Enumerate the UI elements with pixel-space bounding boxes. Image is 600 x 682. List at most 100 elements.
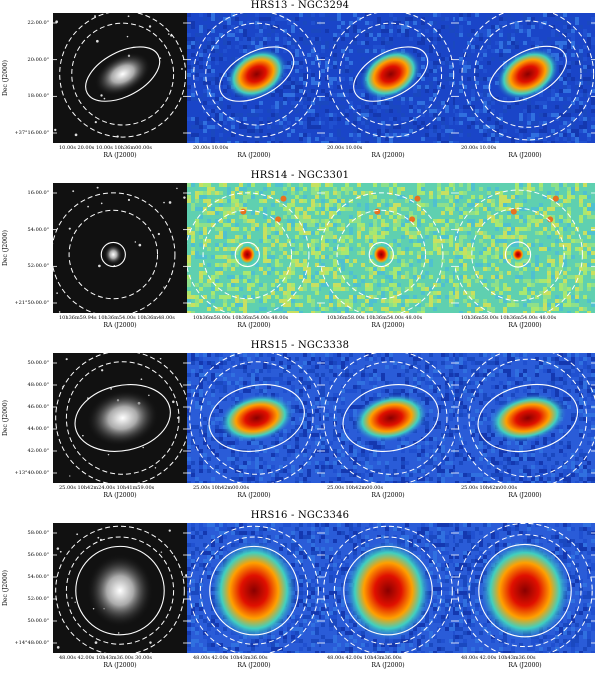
sky-annulus-inner: [474, 20, 582, 128]
sky-annulus-inner: [336, 209, 427, 300]
y-tick-label: +37°16:00.0": [14, 130, 49, 136]
sky-annulus-outer: [55, 525, 185, 653]
star-mark: [94, 121, 97, 124]
row-title: HRS14 - NGC3301: [250, 170, 350, 181]
sfr-map-panel: [455, 183, 595, 313]
row-title: HRS16 - NGC3346: [250, 510, 350, 521]
sky-annulus-outer: [53, 192, 176, 313]
source-mark: [280, 195, 287, 202]
y-tick-label: 42:00.0": [27, 448, 49, 454]
photometry-aperture: [100, 241, 126, 268]
sky-annulus-outer: [187, 192, 310, 313]
x-tick-labels: 48.00s 42.00s 10h43m36.00s 30.00s: [59, 655, 152, 661]
y-tick-label: 16:00.0": [27, 190, 49, 196]
photometry-aperture: [353, 46, 429, 102]
sky-annulus-inner: [339, 22, 443, 126]
optical-image-panel: [53, 13, 187, 143]
y-tick-label: 46:00.0": [27, 404, 49, 410]
photometry-aperture: [478, 543, 572, 638]
x-tick-labels: 25.00s 10h42m00.00s: [193, 485, 250, 491]
source-mark: [240, 208, 247, 215]
x-axis-label: RA (J2000): [237, 662, 271, 669]
optical-image-panel: [53, 183, 187, 313]
star-mark: [69, 475, 71, 477]
star-mark: [149, 641, 152, 644]
sfr-map-panel: [455, 523, 595, 653]
x-tick-labels: 10h36m58.00s 10h36m54.00s 48.00s: [461, 315, 557, 321]
star-mark: [72, 190, 75, 193]
star-mark: [59, 550, 62, 553]
photometry-aperture: [504, 241, 532, 268]
star-mark: [94, 641, 98, 644]
photometry-aperture: [74, 384, 171, 452]
sky-annulus-inner: [65, 536, 175, 645]
photometry-aperture: [477, 383, 579, 453]
star-mark: [127, 198, 131, 202]
sfr-map-panel: [455, 353, 595, 483]
star-mark: [126, 35, 129, 38]
star-mark: [74, 601, 76, 603]
star-mark: [97, 536, 100, 539]
y-tick-label: 54:00.0": [27, 574, 49, 580]
star-mark: [56, 547, 60, 550]
x-axis-label: RA (J2000): [237, 322, 271, 329]
sky-annulus-inner: [205, 22, 309, 126]
source-mark: [409, 216, 416, 223]
star-mark: [159, 357, 162, 360]
photometry-aperture: [209, 545, 299, 636]
emission-mark: [359, 48, 422, 100]
sky-annulus-outer: [55, 353, 187, 483]
x-tick-labels: 10h36m58.00s 10h36m54.00s 48.00s: [327, 315, 423, 321]
star-mark: [150, 652, 152, 653]
source-mark: [374, 208, 381, 215]
photometry-aperture: [342, 384, 439, 452]
optical-image-panel: [53, 523, 187, 653]
sky-annulus-inner: [471, 207, 565, 302]
x-axis-label: RA (J2000): [103, 152, 137, 159]
source-mark: [414, 195, 421, 202]
emission-mark: [225, 48, 288, 100]
sky-annulus-outer: [327, 13, 455, 138]
y-tick-label: +13°40:00.0": [14, 470, 49, 476]
sky-annulus-outer: [59, 13, 187, 138]
sfr-map-panel: [321, 13, 455, 143]
star-mark: [140, 378, 143, 381]
x-axis-label: RA (J2000): [371, 152, 405, 159]
y-tick-label: 52:00.0": [27, 263, 49, 270]
sky-annulus-inner: [199, 536, 309, 645]
sfr-map-panel: [321, 183, 455, 313]
star-mark: [157, 232, 161, 236]
y-tick-label: 48:00.0": [27, 382, 49, 388]
y-tick-label: 22:00.0": [27, 20, 49, 26]
sky-annulus-inner: [333, 361, 448, 475]
star-mark: [148, 25, 152, 28]
star-mark: [56, 646, 60, 649]
star-mark: [168, 201, 172, 204]
sfr-map-panel: [187, 13, 321, 143]
source-mark: [275, 216, 282, 223]
y-tick-label: 56:00.0": [27, 552, 49, 558]
star-mark: [74, 133, 78, 137]
star-mark: [101, 369, 104, 372]
sfr-map-panel: [187, 183, 321, 313]
emission-mark: [510, 246, 526, 263]
x-tick-labels: 10h36m58.00s 10h36m54.00s 48.00s: [193, 315, 289, 321]
y-tick-label: 44:00.0": [27, 426, 49, 432]
galaxy-row: HRS16 - NGC3346 Dec (J2000) 58:00.0" 56:00.…: [0, 510, 600, 678]
x-axis-label: RA (J2000): [371, 662, 405, 669]
galaxy-mark: [94, 52, 151, 96]
photometry-aperture: [488, 45, 567, 103]
star-mark: [94, 15, 96, 18]
y-axis-label: Dec (J2000): [2, 230, 9, 266]
y-tick-label: +14°48:00.0": [14, 640, 49, 646]
star-mark: [96, 186, 99, 189]
x-tick-labels: 20.00s 10.00s: [193, 145, 229, 151]
galaxy-row: HRS15 - NGC3338 Dec (J2000) 50:00.0" 48:00.…: [0, 340, 600, 508]
x-tick-labels: 20.00s 10.00s: [461, 145, 497, 151]
galaxy-row: HRS13 - NGC3294 Dec (J2000) 22:00.0" 20:00.…: [0, 0, 600, 168]
emission-mark: [343, 539, 433, 642]
source-mark: [552, 195, 559, 202]
galaxy-mark: [104, 244, 123, 265]
emission-mark: [488, 393, 568, 443]
y-tick-label: 20:00.0": [27, 56, 49, 63]
